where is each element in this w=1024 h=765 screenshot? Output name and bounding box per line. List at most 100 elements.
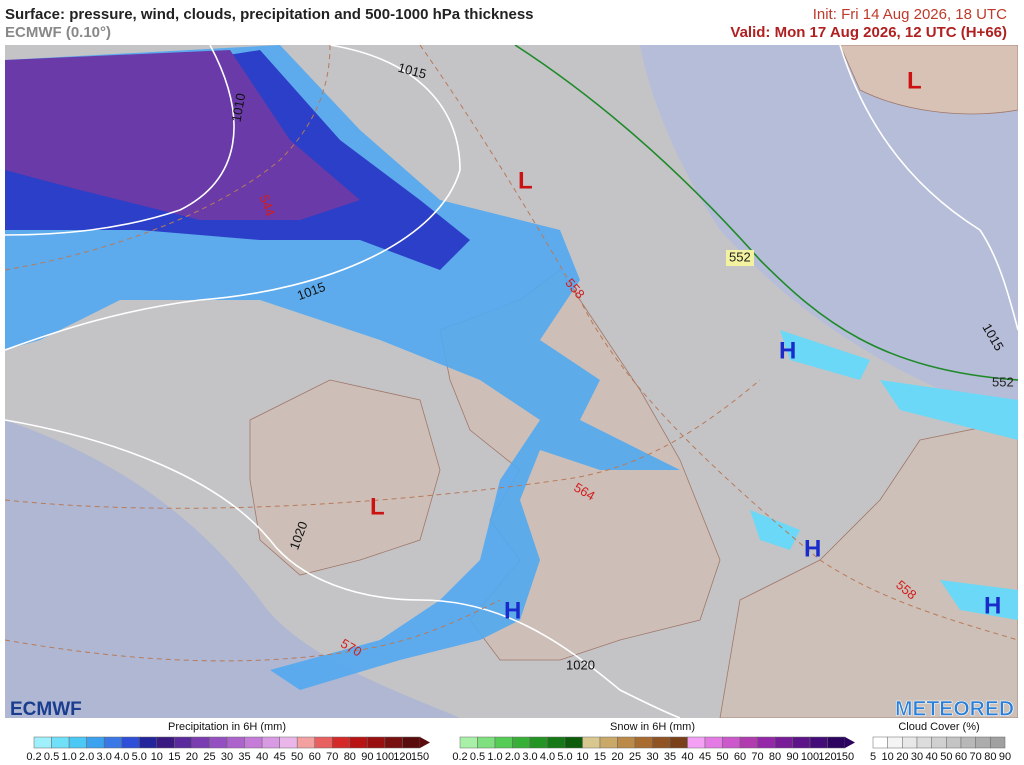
legend-swatch (722, 736, 741, 749)
legend-swatch (792, 736, 811, 749)
title: Surface: pressure, wind, clouds, precipi… (5, 6, 534, 23)
legend-swatch (599, 736, 618, 749)
legend-label: 4.0 (114, 751, 129, 763)
legend-swatch (494, 736, 513, 749)
thickness-line (5, 45, 331, 271)
legend-label: 60 (955, 751, 967, 763)
legend-swatch (349, 736, 368, 749)
legend-title: Snow in 6H (mm) (610, 721, 695, 733)
init-time: Init: Fri 14 Aug 2026, 18 UTC (813, 6, 1007, 23)
legend-label: 120 (393, 751, 411, 763)
legend-swatch (902, 736, 918, 749)
legend-swatch (121, 736, 140, 749)
thickness-label: 552 (992, 374, 1014, 389)
legend-label: 60 (309, 751, 321, 763)
legend-title: Precipitation in 6H (mm) (168, 721, 286, 733)
legend-swatch (477, 736, 496, 749)
thickness-line (419, 45, 1018, 641)
legend-swatch (459, 736, 478, 749)
legend-label: 0.2 (452, 751, 467, 763)
cloud-area (5, 420, 460, 718)
legend-swatch (582, 736, 601, 749)
legend-swatch (687, 736, 706, 749)
thickness-line (5, 599, 501, 662)
legend-arrow (845, 737, 855, 748)
legend-swatch (564, 736, 583, 749)
legend-swatch (529, 736, 548, 749)
legend-swatch (103, 736, 122, 749)
legend-label: 2.0 (79, 751, 94, 763)
legend-label: 10 (882, 751, 894, 763)
legend-label: 15 (594, 751, 606, 763)
legend-swatch (617, 736, 636, 749)
legend-swatch (774, 736, 793, 749)
legend-label: 0.2 (26, 751, 41, 763)
thickness-label: 552 (729, 249, 751, 264)
legend-swatch (916, 736, 932, 749)
legend-label: 4.0 (540, 751, 555, 763)
legend-swatch (68, 736, 87, 749)
high-marker: H (984, 592, 1001, 619)
legend-swatch (261, 736, 280, 749)
legend-label: 10 (151, 751, 163, 763)
legend-label: 20 (896, 751, 908, 763)
legend-label: 25 (629, 751, 641, 763)
legend-swatch (279, 736, 298, 749)
legend-label: 35 (238, 751, 250, 763)
legend-swatch (547, 736, 566, 749)
high-marker: H (504, 597, 521, 624)
legend-label: 40 (256, 751, 268, 763)
legend-label: 60 (734, 751, 746, 763)
thickness-line (5, 379, 761, 509)
pressure-label: 1020 (566, 657, 595, 672)
legend-label: 80 (769, 751, 781, 763)
precipitation-showers (750, 330, 1018, 620)
legend-swatch (191, 736, 210, 749)
legend-swatch (990, 736, 1006, 749)
legend-swatch (704, 736, 723, 749)
subtitle: ECMWF (0.10°) (5, 24, 111, 41)
legend-swatch (156, 736, 175, 749)
legend-label: 40 (926, 751, 938, 763)
legend-label: 0.5 (470, 751, 485, 763)
legend-label: 45 (699, 751, 711, 763)
legend-swatch (652, 736, 671, 749)
legend-swatch (332, 736, 351, 749)
legend-label: 90 (786, 751, 798, 763)
isobar (5, 45, 461, 351)
legend-swatch (757, 736, 776, 749)
legend-label: 90 (361, 751, 373, 763)
isobar (839, 45, 1018, 331)
legend-label: 2.0 (505, 751, 520, 763)
legend-swatch (634, 736, 653, 749)
legend-label: 150 (411, 751, 429, 763)
legend-label: 50 (716, 751, 728, 763)
legend-label: 70 (326, 751, 338, 763)
legend-swatch (872, 736, 888, 749)
legend-swatch (226, 736, 245, 749)
legend-label: 5.0 (557, 751, 572, 763)
thickness-lines (5, 45, 1018, 662)
legend-swatch (51, 736, 70, 749)
legend-label: 80 (344, 751, 356, 763)
legend-label: 40 (681, 751, 693, 763)
legend-swatch (931, 736, 947, 749)
legend-swatch (975, 736, 991, 749)
legend-label: 30 (221, 751, 233, 763)
thickness-552-line (514, 45, 1018, 381)
legend-label: 30 (911, 751, 923, 763)
valid-time: Valid: Mon 17 Aug 2026, 12 UTC (H+66) (730, 24, 1007, 41)
legend-label: 90 (999, 751, 1011, 763)
legend-swatch (669, 736, 688, 749)
legend-label: 20 (611, 751, 623, 763)
legend-label: 120 (818, 751, 836, 763)
legend-label: 0.5 (44, 751, 59, 763)
legend-arrow (420, 737, 430, 748)
legend-label: 100 (801, 751, 819, 763)
logo-meteored: METEORED (895, 698, 1014, 721)
legend-label: 15 (168, 751, 180, 763)
map (5, 45, 1018, 718)
legend-swatch (86, 736, 105, 749)
